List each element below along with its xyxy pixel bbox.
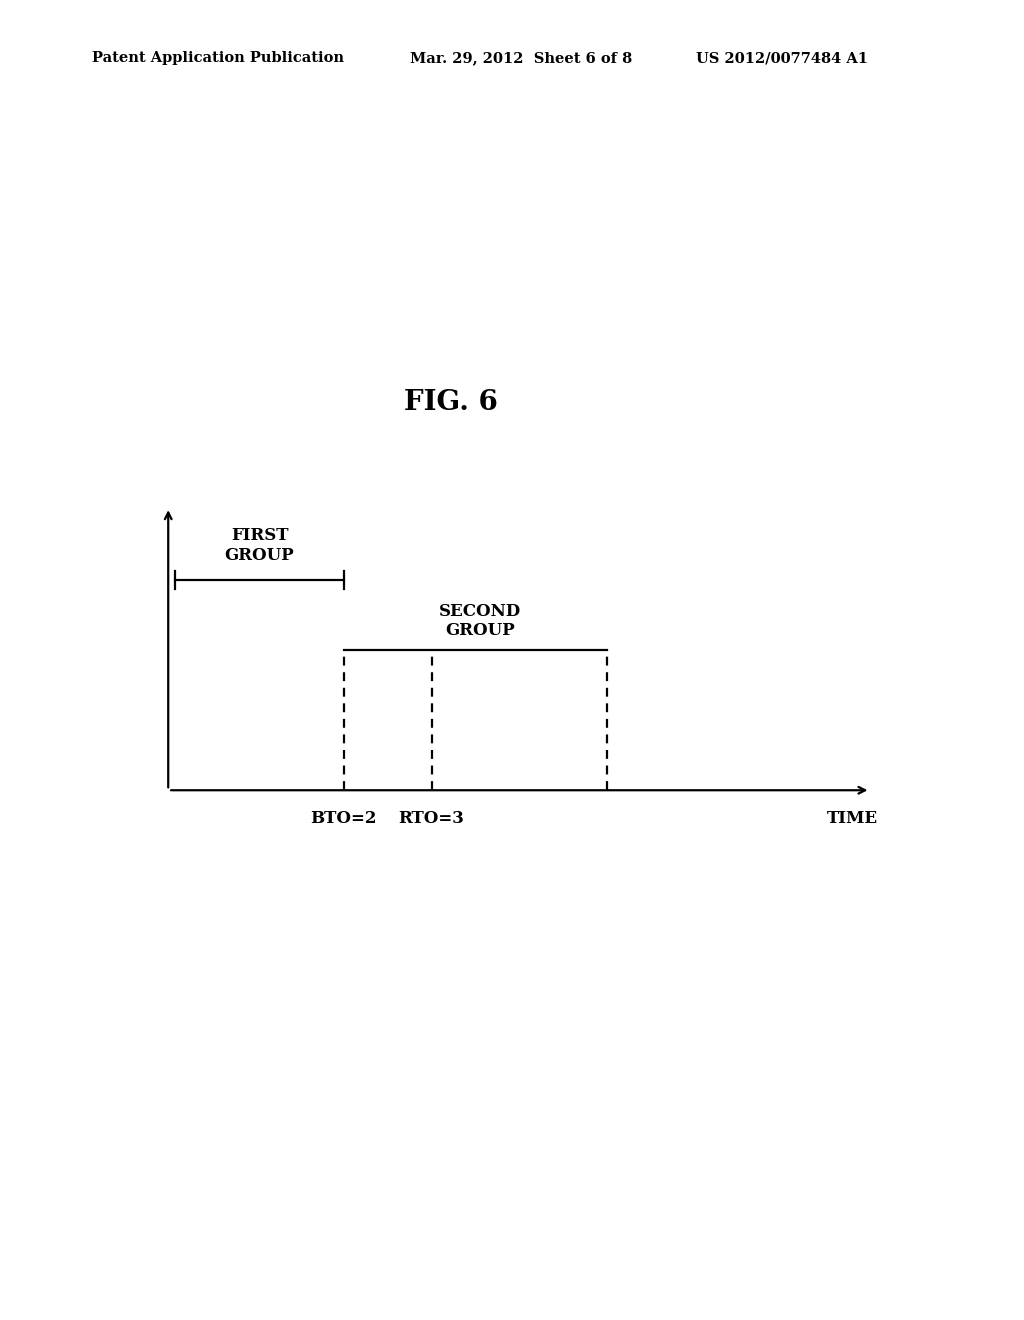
Text: Patent Application Publication: Patent Application Publication bbox=[92, 51, 344, 65]
Text: BTO=2: BTO=2 bbox=[310, 810, 377, 828]
Text: FIG. 6: FIG. 6 bbox=[403, 389, 498, 416]
Text: FIRST
GROUP: FIRST GROUP bbox=[224, 527, 294, 564]
Text: SECOND
GROUP: SECOND GROUP bbox=[438, 603, 521, 639]
Text: RTO=3: RTO=3 bbox=[398, 810, 465, 828]
Text: Mar. 29, 2012  Sheet 6 of 8: Mar. 29, 2012 Sheet 6 of 8 bbox=[410, 51, 632, 65]
Text: US 2012/0077484 A1: US 2012/0077484 A1 bbox=[696, 51, 868, 65]
Text: TIME: TIME bbox=[827, 810, 879, 828]
